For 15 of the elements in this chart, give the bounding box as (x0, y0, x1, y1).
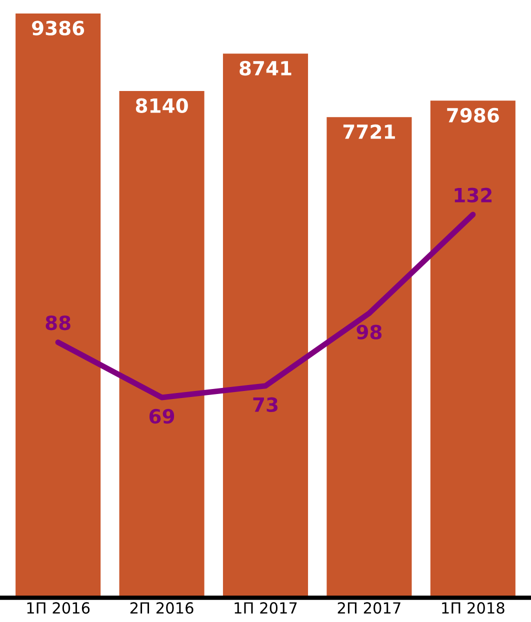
data-label: 7721 (343, 124, 395, 139)
data-label: 69 (149, 408, 174, 424)
x-tick-label: 2П 2016 (130, 602, 194, 614)
data-label: 8140 (136, 98, 188, 113)
data-label: 73 (253, 397, 278, 412)
x-tick-label: 1П 2017 (234, 602, 297, 614)
x-tick-label: 1П 2018 (442, 602, 504, 614)
data-label: 8741 (240, 60, 292, 76)
x-tick-label: 2П 2017 (338, 602, 400, 614)
data-label: 132 (454, 188, 492, 202)
data-label: 88 (46, 315, 70, 330)
data-label: 9386 (32, 20, 84, 36)
data-label: 98 (356, 324, 382, 340)
data-label: 7986 (447, 108, 499, 123)
x-tick-label: 1П 2016 (27, 602, 90, 614)
